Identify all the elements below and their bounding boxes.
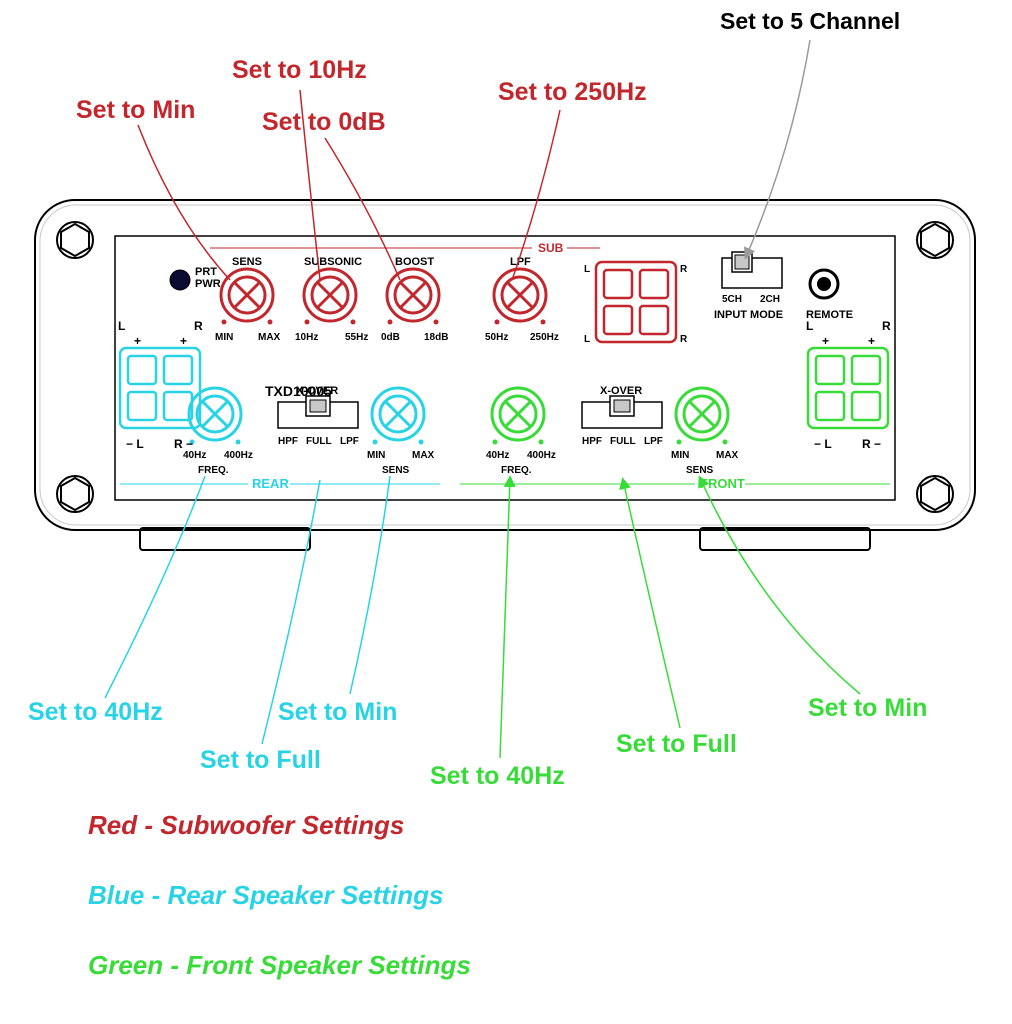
- svg-text:50Hz: 50Hz: [485, 332, 508, 343]
- svg-text:250Hz: 250Hz: [530, 332, 559, 343]
- annot-cyan-full: Set to Full: [200, 746, 321, 775]
- svg-text:R −: R −: [174, 437, 193, 451]
- svg-text:HPF: HPF: [582, 436, 602, 447]
- svg-text:FREQ.: FREQ.: [501, 465, 532, 476]
- svg-text:40Hz: 40Hz: [486, 450, 509, 461]
- annot-green-40hz: Set to 40Hz: [430, 762, 565, 791]
- annot-cyan-40hz: Set to 40Hz: [28, 698, 163, 727]
- svg-text:− L: − L: [126, 437, 144, 451]
- svg-text:SENS: SENS: [686, 465, 714, 476]
- svg-text:R: R: [194, 319, 203, 333]
- svg-text:R: R: [680, 334, 688, 345]
- svg-text:FULL: FULL: [306, 436, 332, 447]
- svg-text:MAX: MAX: [412, 450, 435, 461]
- svg-text:L: L: [806, 319, 813, 333]
- svg-text:SENS: SENS: [382, 465, 410, 476]
- svg-text:LPF: LPF: [644, 436, 663, 447]
- annot-red-min: Set to Min: [76, 96, 195, 125]
- svg-text:MIN: MIN: [215, 332, 233, 343]
- svg-text:INPUT MODE: INPUT MODE: [714, 309, 783, 321]
- svg-text:55Hz: 55Hz: [345, 332, 368, 343]
- svg-text:FULL: FULL: [610, 436, 636, 447]
- annot-cyan-min: Set to Min: [278, 698, 397, 727]
- svg-text:R: R: [882, 319, 891, 333]
- svg-text:FRONT: FRONT: [700, 476, 745, 491]
- svg-text:BOOST: BOOST: [395, 256, 434, 268]
- svg-text:0dB: 0dB: [381, 332, 400, 343]
- svg-text:10Hz: 10Hz: [295, 332, 318, 343]
- annot-red-250hz: Set to 250Hz: [498, 78, 647, 107]
- svg-text:− L: − L: [814, 437, 832, 451]
- annot-green-min: Set to Min: [808, 694, 927, 723]
- legend-red: Red - Subwoofer Settings: [88, 810, 404, 841]
- legend-green: Green - Front Speaker Settings: [88, 950, 471, 981]
- svg-text:+: +: [134, 334, 141, 348]
- svg-text:R: R: [680, 264, 688, 275]
- svg-text:400Hz: 400Hz: [527, 450, 556, 461]
- svg-text:2CH: 2CH: [760, 294, 780, 305]
- svg-text:MIN: MIN: [367, 450, 385, 461]
- svg-text:400Hz: 400Hz: [224, 450, 253, 461]
- svg-text:MAX: MAX: [716, 450, 739, 461]
- svg-text:L: L: [118, 319, 125, 333]
- svg-text:REAR: REAR: [252, 476, 289, 491]
- svg-text:TXD10005: TXD10005: [265, 383, 332, 399]
- panel-svg: PRT PWR SUB SENS SUBSONIC BOOST LPF MIN M…: [0, 0, 1012, 1024]
- svg-text:HPF: HPF: [278, 436, 298, 447]
- svg-text:FREQ.: FREQ.: [198, 465, 229, 476]
- annot-green-full: Set to Full: [616, 730, 737, 759]
- svg-text:5CH: 5CH: [722, 294, 742, 305]
- svg-text:LPF: LPF: [340, 436, 359, 447]
- svg-text:MIN: MIN: [671, 450, 689, 461]
- svg-text:SUB: SUB: [538, 241, 564, 255]
- svg-text:R −: R −: [862, 437, 881, 451]
- annot-5channel: Set to 5 Channel: [720, 8, 900, 35]
- svg-text:L: L: [584, 334, 590, 345]
- svg-text:PRT: PRT: [195, 266, 217, 278]
- svg-text:+: +: [180, 334, 187, 348]
- svg-text:LPF: LPF: [510, 256, 531, 268]
- svg-text:L: L: [584, 264, 590, 275]
- annot-red-10hz: Set to 10Hz: [232, 56, 367, 85]
- diagram-stage: PRT PWR SUB SENS SUBSONIC BOOST LPF MIN M…: [0, 0, 1012, 1024]
- svg-text:+: +: [822, 334, 829, 348]
- svg-text:PWR: PWR: [195, 278, 221, 290]
- svg-text:X-OVER: X-OVER: [600, 385, 642, 397]
- legend-cyan: Blue - Rear Speaker Settings: [88, 880, 443, 911]
- svg-text:18dB: 18dB: [424, 332, 448, 343]
- annot-red-0db: Set to 0dB: [262, 108, 386, 137]
- svg-text:40Hz: 40Hz: [183, 450, 206, 461]
- svg-text:+: +: [868, 334, 875, 348]
- svg-text:SENS: SENS: [232, 256, 262, 268]
- svg-text:SUBSONIC: SUBSONIC: [304, 256, 362, 268]
- svg-text:MAX: MAX: [258, 332, 281, 343]
